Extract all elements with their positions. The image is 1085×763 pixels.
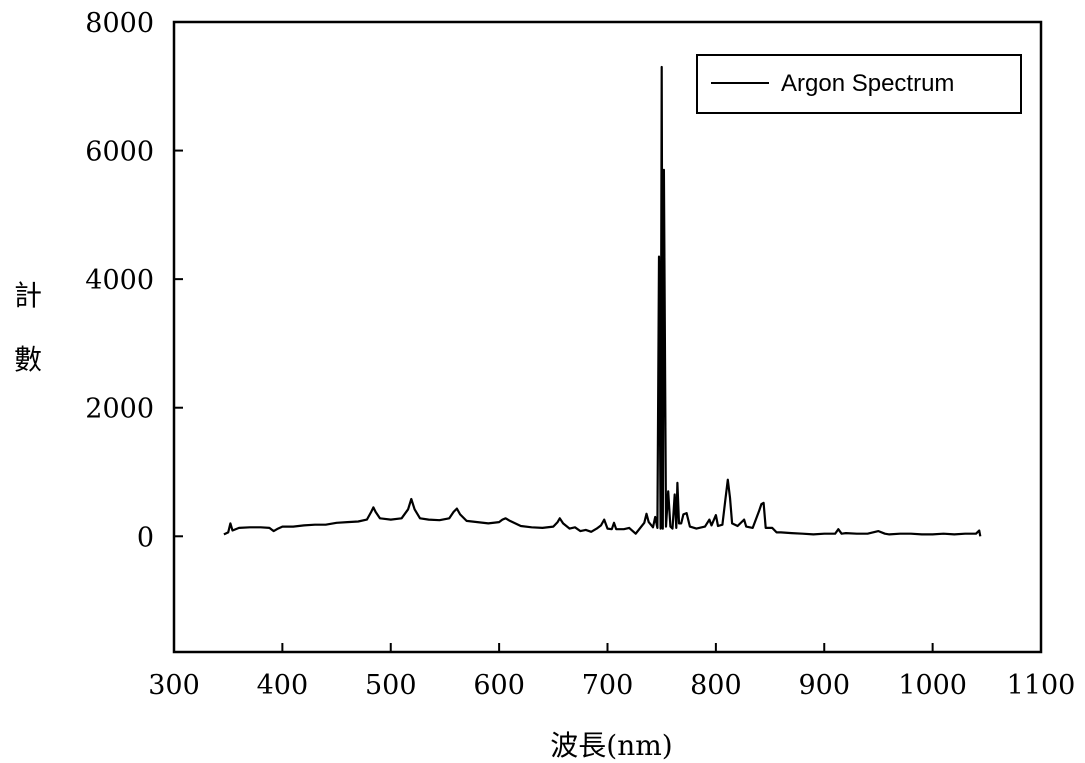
y-axis-title: 計數 [14, 279, 42, 376]
y-tick-label: 0 [137, 522, 154, 553]
ticks-layer: 300 400 500 600 700 800 900 1000 1100 0 2000 4000 60… [85, 8, 1075, 701]
legend-box [696, 54, 1022, 114]
y-tick-label: 8000 [85, 8, 154, 39]
legend: Argon Spectrum [696, 54, 1022, 114]
x-axis-title: 波長(nm) [550, 729, 672, 762]
x-tick-label: 300 [148, 670, 200, 701]
series-line [223, 65, 982, 537]
y-tick-label: 4000 [85, 265, 154, 296]
x-tick-label: 900 [798, 670, 850, 701]
legend-label: Argon Spectrum [781, 70, 954, 97]
x-tick-label: 1000 [898, 670, 967, 701]
x-tick-label: 700 [582, 670, 634, 701]
x-tick-label: 400 [257, 670, 309, 701]
x-tick-label: 800 [690, 670, 742, 701]
y-tick-label: 2000 [85, 394, 154, 425]
x-tick-label: 1100 [1007, 670, 1076, 701]
plot-layer [223, 65, 982, 537]
y-axis-title-char: 計 [14, 279, 42, 312]
x-tick-label: 500 [365, 670, 417, 701]
y-tick-label: 6000 [85, 137, 154, 168]
y-axis-title-char: 數 [14, 343, 42, 376]
x-tick-label: 600 [473, 670, 525, 701]
plot-frame [172, 20, 1043, 654]
